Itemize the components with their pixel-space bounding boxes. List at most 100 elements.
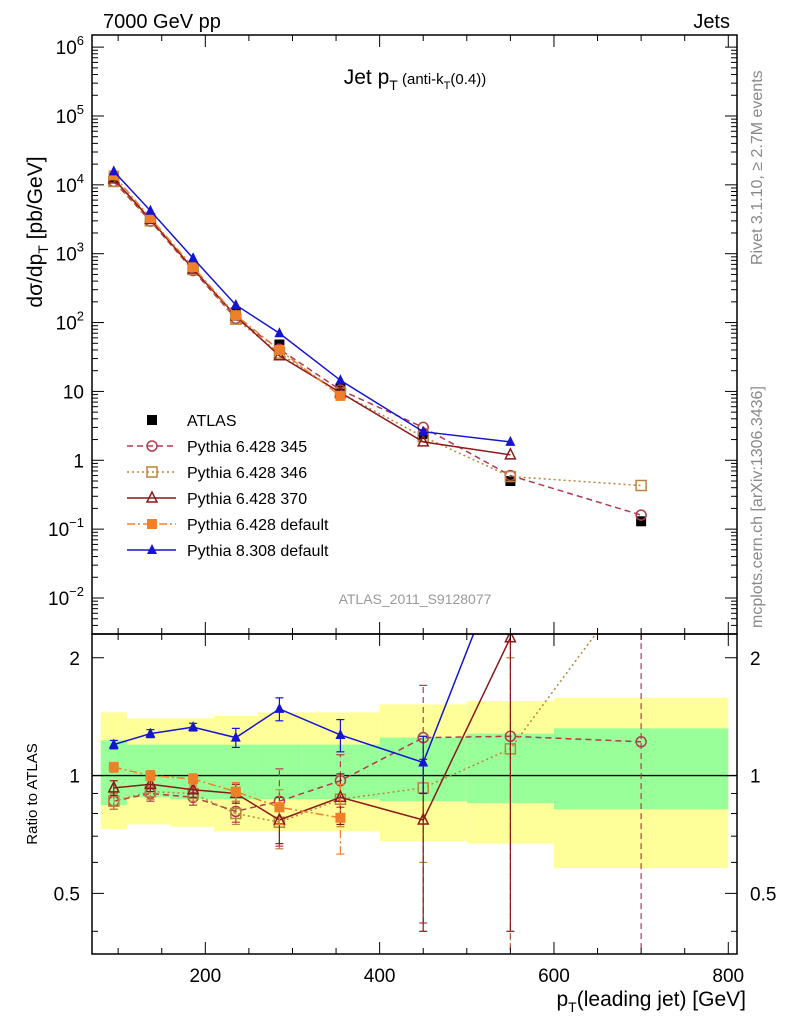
legend-entry: Pythia 8.308 default: [127, 543, 329, 560]
x-tick-label: 400: [364, 966, 396, 987]
ratio-y-tick-label-right: 2: [750, 649, 761, 670]
ratio-series-layer: [107, 568, 647, 954]
x-tick-label: 200: [189, 966, 221, 987]
plot-frames: [91, 34, 738, 955]
ratio-series-5: [108, 634, 475, 795]
data-point: [146, 466, 158, 478]
y-tick-label: 10−2: [48, 584, 84, 610]
data-point: [188, 721, 199, 732]
y-axis-label-main-text: dσ/dp: [24, 254, 47, 308]
legend-entry: Pythia 6.428 default: [127, 517, 329, 534]
data-point: [108, 165, 119, 176]
x-tick-label: 600: [538, 966, 570, 987]
data-point: [335, 390, 346, 401]
header-right: Jets: [693, 11, 730, 33]
ratio-frame: [91, 633, 738, 955]
y-axis-label-ratio: Ratio to ATLAS: [24, 743, 41, 844]
y-axis-label-main-unit: [pb/GeV]: [24, 156, 47, 245]
data-point: [274, 802, 285, 813]
legend: ATLAS Pythia 6.428 345 Pythia 6.428 346 Pyt…: [127, 413, 329, 560]
plot-title-sub: T: [389, 77, 398, 93]
data-point: [188, 252, 199, 263]
legend-label: Pythia 6.428 345: [187, 439, 307, 456]
y-tick-label-exp: 5: [77, 102, 84, 117]
data-point: [274, 702, 285, 713]
legend-label: Pythia 6.428 default: [187, 517, 329, 534]
legend-entry: Pythia 6.428 345: [127, 439, 307, 456]
data-point: [108, 795, 120, 807]
y-tick-label: 105: [56, 102, 84, 128]
y-tick-label-base: 10: [48, 520, 69, 541]
data-point: [636, 568, 646, 578]
y-tick-label: 1: [73, 451, 84, 472]
data-point: [230, 310, 241, 321]
y-tick-label-exp: −1: [69, 515, 84, 530]
data-point: [186, 782, 200, 795]
data-point: [417, 434, 430, 447]
axis-ticks: [92, 35, 737, 954]
data-point: [418, 756, 429, 767]
y-tick-label: 10−1: [48, 515, 84, 541]
y-tick-label-base: 10: [48, 589, 69, 610]
legend-label: Pythia 6.428 370: [187, 491, 307, 508]
ratio-series-4: [108, 761, 346, 855]
data-point: [230, 807, 242, 820]
y-tick-label-exp: −2: [69, 584, 84, 599]
data-point: [636, 516, 647, 527]
x-axis-label-rest: (leading jet) [GeV]: [577, 988, 746, 1011]
data-point: [635, 509, 647, 521]
series-line: [113, 178, 511, 456]
data-point: [145, 204, 156, 215]
data-point: [147, 415, 157, 425]
series-line: [113, 170, 511, 443]
y-tick-label-base: 10: [56, 245, 77, 266]
ratio-y-tick-label: 2: [69, 649, 80, 670]
data-point: [230, 731, 241, 742]
y-tick-label-exp: 3: [77, 240, 84, 255]
data-point: [147, 519, 157, 529]
legend-entry: Pythia 6.428 346: [127, 465, 307, 482]
data-point: [145, 212, 156, 223]
plot-title-paren-end: (0.4)): [450, 71, 486, 88]
data-point: [230, 786, 241, 797]
plot-title-main: Jet p: [344, 66, 390, 89]
y-axis-label-main-sub: T: [35, 245, 51, 254]
data-point: [335, 374, 346, 385]
data-point: [418, 425, 429, 436]
ratio-y-tick-label: 1: [69, 767, 80, 788]
header-left: 7000 GeV pp: [103, 11, 221, 33]
main-series-layer: [107, 165, 647, 527]
data-point: [144, 776, 157, 790]
ratio-y-tick-label-right: 1: [750, 767, 761, 788]
data-point: [146, 440, 158, 452]
analysis-id: ATLAS_2011_S9128077: [339, 591, 492, 607]
plot-title-paren-sub: T: [444, 80, 451, 92]
y-tick-label: 103: [56, 240, 84, 266]
x-axis-label-sub: T: [568, 999, 577, 1015]
series-3: [107, 171, 517, 460]
x-axis-label: pT(leading jet) [GeV]: [556, 988, 746, 1015]
y-tick-label-base: 1: [73, 451, 84, 472]
data-point: [505, 435, 516, 446]
data-point: [145, 727, 156, 738]
series-4: [108, 170, 346, 401]
data-point: [188, 773, 199, 784]
data-point: [504, 447, 517, 460]
data-point: [107, 780, 121, 793]
data-point: [504, 634, 517, 643]
y-tick-label-base: 10: [56, 107, 77, 128]
data-point: [335, 812, 346, 823]
data-point: [635, 479, 647, 492]
legend-entry: Pythia 6.428 370: [127, 490, 307, 508]
data-point: [145, 490, 159, 503]
ratio-y-tick-label-right: 0.5: [750, 884, 776, 905]
y-tick-label-base: 10: [56, 314, 77, 335]
data-point: [188, 262, 199, 273]
x-tick-label: 800: [712, 966, 744, 987]
data-point: [417, 812, 430, 825]
legend-label: ATLAS: [187, 413, 237, 430]
ratio-line: [113, 766, 341, 819]
plot-title-paren: (anti-k: [398, 71, 444, 88]
